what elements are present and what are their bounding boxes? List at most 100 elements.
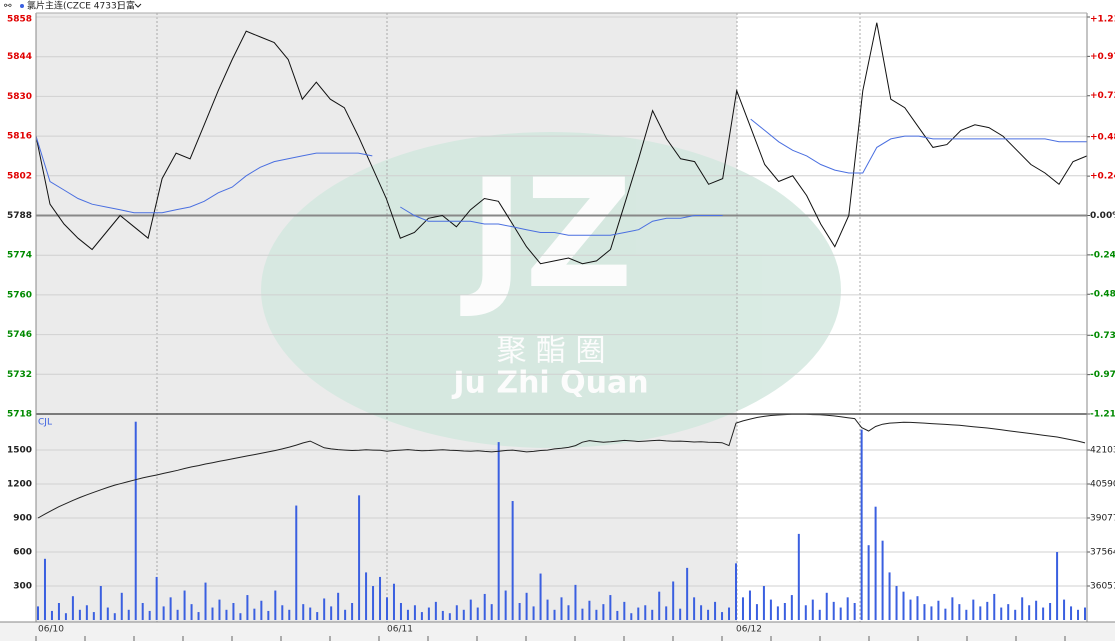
volume-bar — [1021, 597, 1024, 620]
volume-bar — [1084, 607, 1086, 620]
volume-bar — [267, 610, 270, 620]
volume-bar — [497, 442, 500, 620]
volume-bar — [302, 604, 305, 620]
volume-bar — [288, 609, 291, 620]
volume-bar — [316, 612, 319, 620]
watermark: JZ 聚 酯 圈 Ju Zhi Quan — [261, 132, 841, 448]
volume-bar — [532, 606, 535, 620]
y-tick-label: 600 — [13, 548, 32, 558]
y-tick-label: 5718 — [7, 410, 32, 420]
volume-bar — [386, 597, 388, 620]
volume-bar — [1014, 609, 1017, 620]
volume-bar — [295, 505, 298, 620]
volume-bar — [553, 609, 556, 620]
y2-tick-label: -1.21% — [1090, 410, 1115, 420]
volume-bar — [937, 600, 940, 620]
volume-bar — [1070, 606, 1073, 620]
volume-bar — [1028, 605, 1031, 620]
volume-bar — [818, 609, 821, 620]
volume-bar — [113, 613, 116, 620]
volume-bar — [853, 603, 856, 620]
volume-bar — [944, 608, 947, 620]
volume-bar — [567, 605, 570, 620]
y-tick-label: 5732 — [7, 370, 32, 380]
volume-bar — [330, 606, 333, 620]
period[interactable]: 日富 — [117, 0, 135, 12]
period-caret[interactable] — [134, 3, 142, 8]
volume-bar — [895, 586, 898, 620]
y2-tick-label: 37564 — [1090, 548, 1115, 558]
volume-bar — [197, 612, 200, 620]
y2-tick-label: -0.24% — [1090, 250, 1115, 260]
volume-bar — [1063, 599, 1066, 620]
volume-bar — [1049, 603, 1052, 620]
volume-bar — [923, 604, 926, 620]
volume-bar — [588, 600, 591, 620]
volume-bar — [441, 610, 444, 620]
volume-bar — [748, 590, 751, 620]
y-tick-label: 1500 — [7, 446, 32, 456]
volume-bar — [246, 595, 249, 620]
volume-bar — [776, 606, 779, 620]
volume-bar — [420, 612, 423, 620]
volume-bar — [825, 592, 828, 620]
volume-bar — [609, 595, 612, 620]
volume-bar — [986, 601, 989, 620]
volume-bar — [546, 599, 549, 620]
open-interest-line — [37, 413, 1086, 519]
volume-bar — [860, 429, 863, 620]
volume-bar — [1007, 604, 1010, 620]
volume-bar — [50, 610, 53, 620]
volume-bar — [1035, 600, 1038, 620]
volume-bar — [218, 599, 221, 620]
volume-bar — [455, 605, 458, 620]
volume-bar — [1056, 552, 1059, 620]
symbol[interactable]: 氯片主连(CZCE 4733) — [27, 0, 120, 12]
volume-bar — [85, 605, 88, 620]
volume-bar — [504, 590, 507, 620]
volume-bar — [392, 583, 395, 620]
y2-tick-label: 42103 — [1090, 446, 1115, 456]
volume-bar — [190, 604, 193, 620]
volume-bar — [881, 540, 884, 620]
volume-bar — [372, 586, 375, 620]
volume-bar — [832, 601, 835, 620]
volume-bar — [260, 600, 263, 620]
volume-bar — [1042, 607, 1045, 620]
volume-bar — [490, 604, 493, 620]
volume-bar — [511, 501, 514, 620]
y2-tick-label: 36051 — [1090, 582, 1115, 592]
volume-bar — [379, 576, 382, 620]
volume-bar — [623, 601, 626, 620]
volume-bar — [637, 607, 640, 620]
volume-bar — [735, 563, 737, 620]
volume-bar — [281, 605, 284, 620]
volume-bar — [71, 596, 74, 620]
volume-bar — [134, 421, 137, 620]
volume-bar — [232, 603, 235, 620]
volume-bar — [99, 586, 102, 620]
y-tick-label: 5788 — [7, 211, 32, 221]
volume-bar — [365, 572, 368, 620]
volume-bar — [92, 612, 95, 620]
volume-bar — [721, 612, 724, 620]
volume-bar — [874, 506, 877, 620]
x-tick-label: 06/10 — [38, 625, 64, 635]
volume-bar — [581, 608, 584, 620]
volume-bar — [483, 593, 486, 620]
link-icon[interactable]: ⚯ — [4, 2, 12, 12]
volume-bar — [762, 586, 765, 620]
volume-bar — [672, 581, 675, 620]
volume-bar — [867, 545, 870, 620]
y2-tick-label: +1.21% — [1090, 15, 1115, 25]
volume-bar — [57, 603, 60, 620]
y-tick-label: 300 — [13, 582, 32, 592]
volume-bar — [741, 597, 744, 620]
y2-tick-label: -0.48% — [1090, 290, 1115, 300]
volume-bar — [120, 592, 123, 620]
volume-bar — [651, 609, 654, 620]
y-tick-label: 1200 — [7, 480, 32, 490]
volume-bar — [539, 573, 542, 620]
volume-bar — [979, 606, 982, 620]
volume-bar — [574, 584, 577, 620]
